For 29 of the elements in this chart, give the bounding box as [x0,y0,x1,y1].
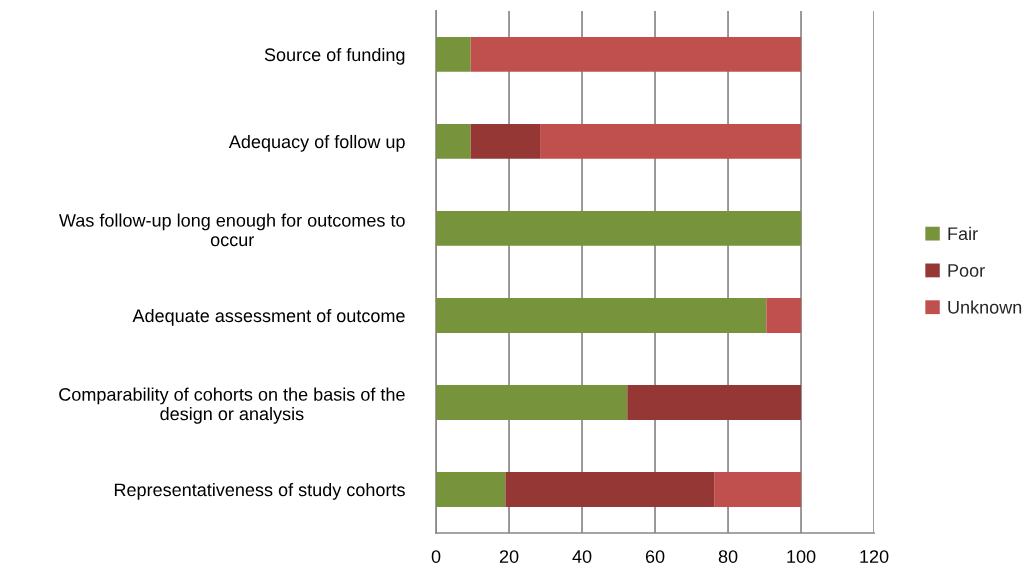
bar [627,385,802,420]
x-tick-label: 100 [787,550,816,563]
bar [714,472,802,507]
bar [436,385,628,420]
bar [470,37,802,72]
bar [766,298,802,333]
y-tick-label: Adequate assessment of outcome [132,308,405,326]
x-tick-label: 0 [431,550,441,563]
legend-label: Poor [948,264,985,277]
y-tick-label: Adequacy of follow up [228,134,405,152]
y-tick-label: Representativeness of study cohorts [114,482,405,500]
bar [436,298,767,333]
x-tick-label: 60 [645,550,665,563]
bar [470,124,541,159]
y-tick-label: Source of funding [264,47,405,65]
bar [436,211,802,246]
x-tick-label: 40 [572,550,592,563]
legend-label: Unknown [948,300,1022,314]
bar [505,472,715,507]
legend-label: Fair [948,226,978,241]
x-tick-label: 120 [860,550,889,563]
bar [540,124,802,159]
bar [436,37,471,72]
bar [436,472,506,507]
bar [436,124,471,159]
y-tick-label: Was follow-up long enough for outcomes to occur [59,213,405,247]
x-tick-label: 20 [499,550,519,563]
x-tick-label: 80 [718,550,738,563]
y-tick-label: Comparability of cohorts on the basis of the design or analysis [59,387,405,424]
